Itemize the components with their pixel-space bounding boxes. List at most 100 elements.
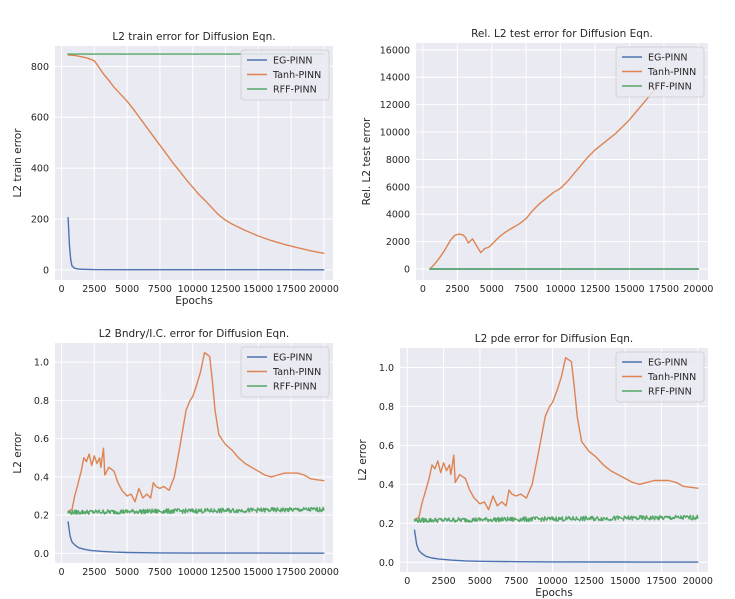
- y-tick-label: 0.2: [34, 511, 49, 522]
- legend-label: Tanh-PINN: [647, 372, 696, 383]
- plot-area: 0 2500 5000 7500 10000 12500 15000 17500 20000 0.…: [34, 343, 339, 578]
- y-tick-label: 0: [43, 265, 49, 276]
- legend-box: [240, 346, 330, 398]
- x-tick-label: 15000: [610, 576, 640, 587]
- x-tick-label: 2500: [82, 567, 106, 578]
- series-line-rff-pinn: [67, 506, 325, 515]
- series-line-rff-pinn: [413, 514, 699, 524]
- x-tick-label: 20000: [683, 284, 713, 295]
- y-tick-label: 0: [404, 265, 410, 276]
- x-tick-label: 5000: [468, 576, 492, 587]
- x-tick-label: 0: [420, 284, 426, 295]
- legend: EG-PINN Tanh-PINN RFF-PINN: [240, 49, 330, 101]
- y-tick-label: 0.0: [34, 549, 49, 560]
- legend: EG-PINN Tanh-PINN RFF-PINN: [240, 346, 330, 398]
- chart-title: L2 pde error for Diffusion Eqn.: [475, 333, 634, 345]
- legend-label: RFF-PINN: [648, 387, 692, 398]
- legend-label: Tanh-PINN: [272, 367, 321, 378]
- x-tick-label: 10000: [546, 284, 576, 295]
- x-tick-label: 7500: [504, 576, 528, 587]
- x-tick-label: 7500: [514, 284, 538, 295]
- x-tick-label: 17500: [276, 567, 306, 578]
- x-tick-label: 17500: [649, 284, 679, 295]
- legend-box: [615, 351, 705, 403]
- chart-bndry-error: 0 2500 5000 7500 10000 12500 15000 17500 20000 0.…: [12, 328, 339, 578]
- series-lines: [429, 86, 700, 270]
- x-tick-label: 0: [404, 576, 410, 587]
- chart-pde-error: 0 2500 5000 7500 10000 12500 15000 17500 20000 0.…: [357, 333, 713, 599]
- y-axis-label: L2 error: [12, 432, 24, 474]
- chart-test-error: 0 2500 5000 7500 10000 12500 15000 17500 20000 0 2…: [361, 28, 713, 295]
- x-tick-label: 10000: [537, 576, 567, 587]
- chart-train-error: 0 2500 5000 7500 10000 12500 15000 17500 20000 0 2…: [12, 31, 339, 307]
- x-tick-label: 17500: [276, 284, 306, 295]
- x-tick-label: 7500: [148, 284, 172, 295]
- x-tick-label: 0: [59, 567, 65, 578]
- y-tick-label: 10000: [380, 128, 410, 139]
- series-line-eg-pinn: [67, 217, 325, 271]
- x-tick-label: 12500: [210, 284, 240, 295]
- y-tick-label: 0.8: [34, 396, 49, 407]
- x-tick-label: 2500: [82, 284, 106, 295]
- y-tick-label: 0.2: [379, 519, 394, 530]
- x-tick-label: 20000: [309, 284, 339, 295]
- y-tick-label: 6000: [386, 182, 410, 193]
- series-line-tanh-pinn: [413, 357, 699, 521]
- x-tick-label: 20000: [683, 576, 713, 587]
- chart-title: L2 Bndry/I.C. error for Diffusion Eqn.: [99, 328, 289, 340]
- y-tick-label: 2000: [386, 237, 410, 248]
- y-tick-label: 0.0: [379, 558, 394, 569]
- series-line-tanh-pinn: [429, 86, 658, 270]
- x-tick-label: 15000: [243, 567, 273, 578]
- legend-label: RFF-PINN: [648, 82, 692, 93]
- plot-area: 0 2500 5000 7500 10000 12500 15000 17500 2000002…: [380, 43, 713, 295]
- x-tick-label: 12500: [574, 576, 604, 587]
- x-tick-label: 20000: [309, 567, 339, 578]
- y-tick-label: 400: [31, 164, 49, 175]
- y-axis-label: L2 train error: [12, 128, 24, 198]
- legend: EG-PINN Tanh-PINN RFF-PINN: [615, 46, 705, 98]
- y-tick-label: 16000: [380, 45, 410, 56]
- series-lines: [413, 357, 699, 563]
- x-tick-label: 15000: [614, 284, 644, 295]
- y-tick-label: 800: [31, 62, 49, 73]
- x-tick-label: 0: [59, 284, 65, 295]
- y-tick-label: 600: [31, 113, 49, 124]
- legend-label: Tanh-PINN: [272, 70, 321, 81]
- legend: EG-PINN Tanh-PINN RFF-PINN: [615, 351, 705, 403]
- x-tick-label: 2500: [445, 284, 469, 295]
- y-tick-label: 0.4: [379, 480, 394, 491]
- legend-label: RFF-PINN: [273, 85, 317, 96]
- legend-label: EG-PINN: [648, 358, 688, 369]
- y-tick-label: 0.6: [34, 434, 49, 445]
- plot-area: 0 2500 5000 7500 10000 12500 15000 17500 2000002…: [31, 46, 339, 295]
- y-tick-label: 200: [31, 214, 49, 225]
- x-tick-label: 5000: [115, 567, 139, 578]
- series-line-tanh-pinn: [67, 54, 325, 254]
- y-tick-label: 0.6: [379, 441, 394, 452]
- y-tick-label: 0.8: [379, 402, 394, 413]
- chart-title: Rel. L2 test error for Diffusion Eqn.: [471, 28, 653, 40]
- x-axis-label: Epochs: [535, 587, 573, 599]
- chart-title: L2 train error for Diffusion Eqn.: [112, 31, 275, 43]
- legend-label: EG-PINN: [273, 56, 313, 67]
- y-axis-label: L2 error: [357, 439, 369, 481]
- x-tick-label: 5000: [115, 284, 139, 295]
- y-tick-label: 4000: [386, 210, 410, 221]
- x-tick-label: 5000: [480, 284, 504, 295]
- x-tick-label: 10000: [178, 567, 208, 578]
- x-tick-label: 15000: [243, 284, 273, 295]
- x-tick-label: 12500: [210, 567, 240, 578]
- x-tick-label: 2500: [431, 576, 455, 587]
- legend-label: EG-PINN: [273, 353, 313, 364]
- x-axis-label: Epochs: [175, 295, 213, 307]
- x-tick-label: 7500: [148, 567, 172, 578]
- series-line-eg-pinn: [413, 529, 699, 563]
- y-tick-label: 1.0: [379, 363, 394, 374]
- y-tick-label: 0.4: [34, 472, 49, 483]
- legend-label: Tanh-PINN: [647, 67, 696, 78]
- series-line-eg-pinn: [67, 521, 325, 554]
- x-tick-label: 17500: [646, 576, 676, 587]
- legend-box: [240, 49, 330, 101]
